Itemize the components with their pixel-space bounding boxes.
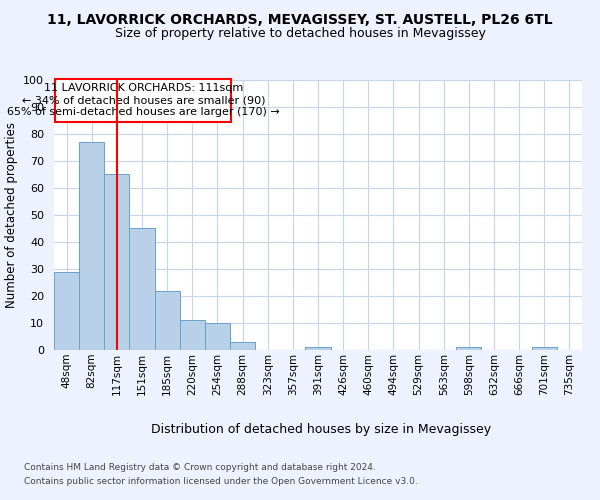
Bar <box>180 320 205 350</box>
FancyBboxPatch shape <box>55 78 231 122</box>
Bar <box>54 272 79 350</box>
Text: Contains public sector information licensed under the Open Government Licence v3: Contains public sector information licen… <box>24 478 418 486</box>
Y-axis label: Number of detached properties: Number of detached properties <box>5 122 18 308</box>
Text: 65% of semi-detached houses are larger (170) →: 65% of semi-detached houses are larger (… <box>7 108 280 118</box>
Bar <box>104 174 130 350</box>
Text: 11, LAVORRICK ORCHARDS, MEVAGISSEY, ST. AUSTELL, PL26 6TL: 11, LAVORRICK ORCHARDS, MEVAGISSEY, ST. … <box>47 12 553 26</box>
Text: 11 LAVORRICK ORCHARDS: 111sqm: 11 LAVORRICK ORCHARDS: 111sqm <box>44 83 243 93</box>
Text: Contains HM Land Registry data © Crown copyright and database right 2024.: Contains HM Land Registry data © Crown c… <box>24 462 376 471</box>
Bar <box>130 228 155 350</box>
Bar <box>155 290 180 350</box>
Bar <box>205 323 230 350</box>
Bar <box>532 348 557 350</box>
Text: Distribution of detached houses by size in Mevagissey: Distribution of detached houses by size … <box>151 422 491 436</box>
Text: Size of property relative to detached houses in Mevagissey: Size of property relative to detached ho… <box>115 28 485 40</box>
Bar <box>230 342 255 350</box>
Bar <box>305 348 331 350</box>
Bar <box>79 142 104 350</box>
Text: ← 34% of detached houses are smaller (90): ← 34% of detached houses are smaller (90… <box>22 95 265 105</box>
Bar <box>456 348 481 350</box>
